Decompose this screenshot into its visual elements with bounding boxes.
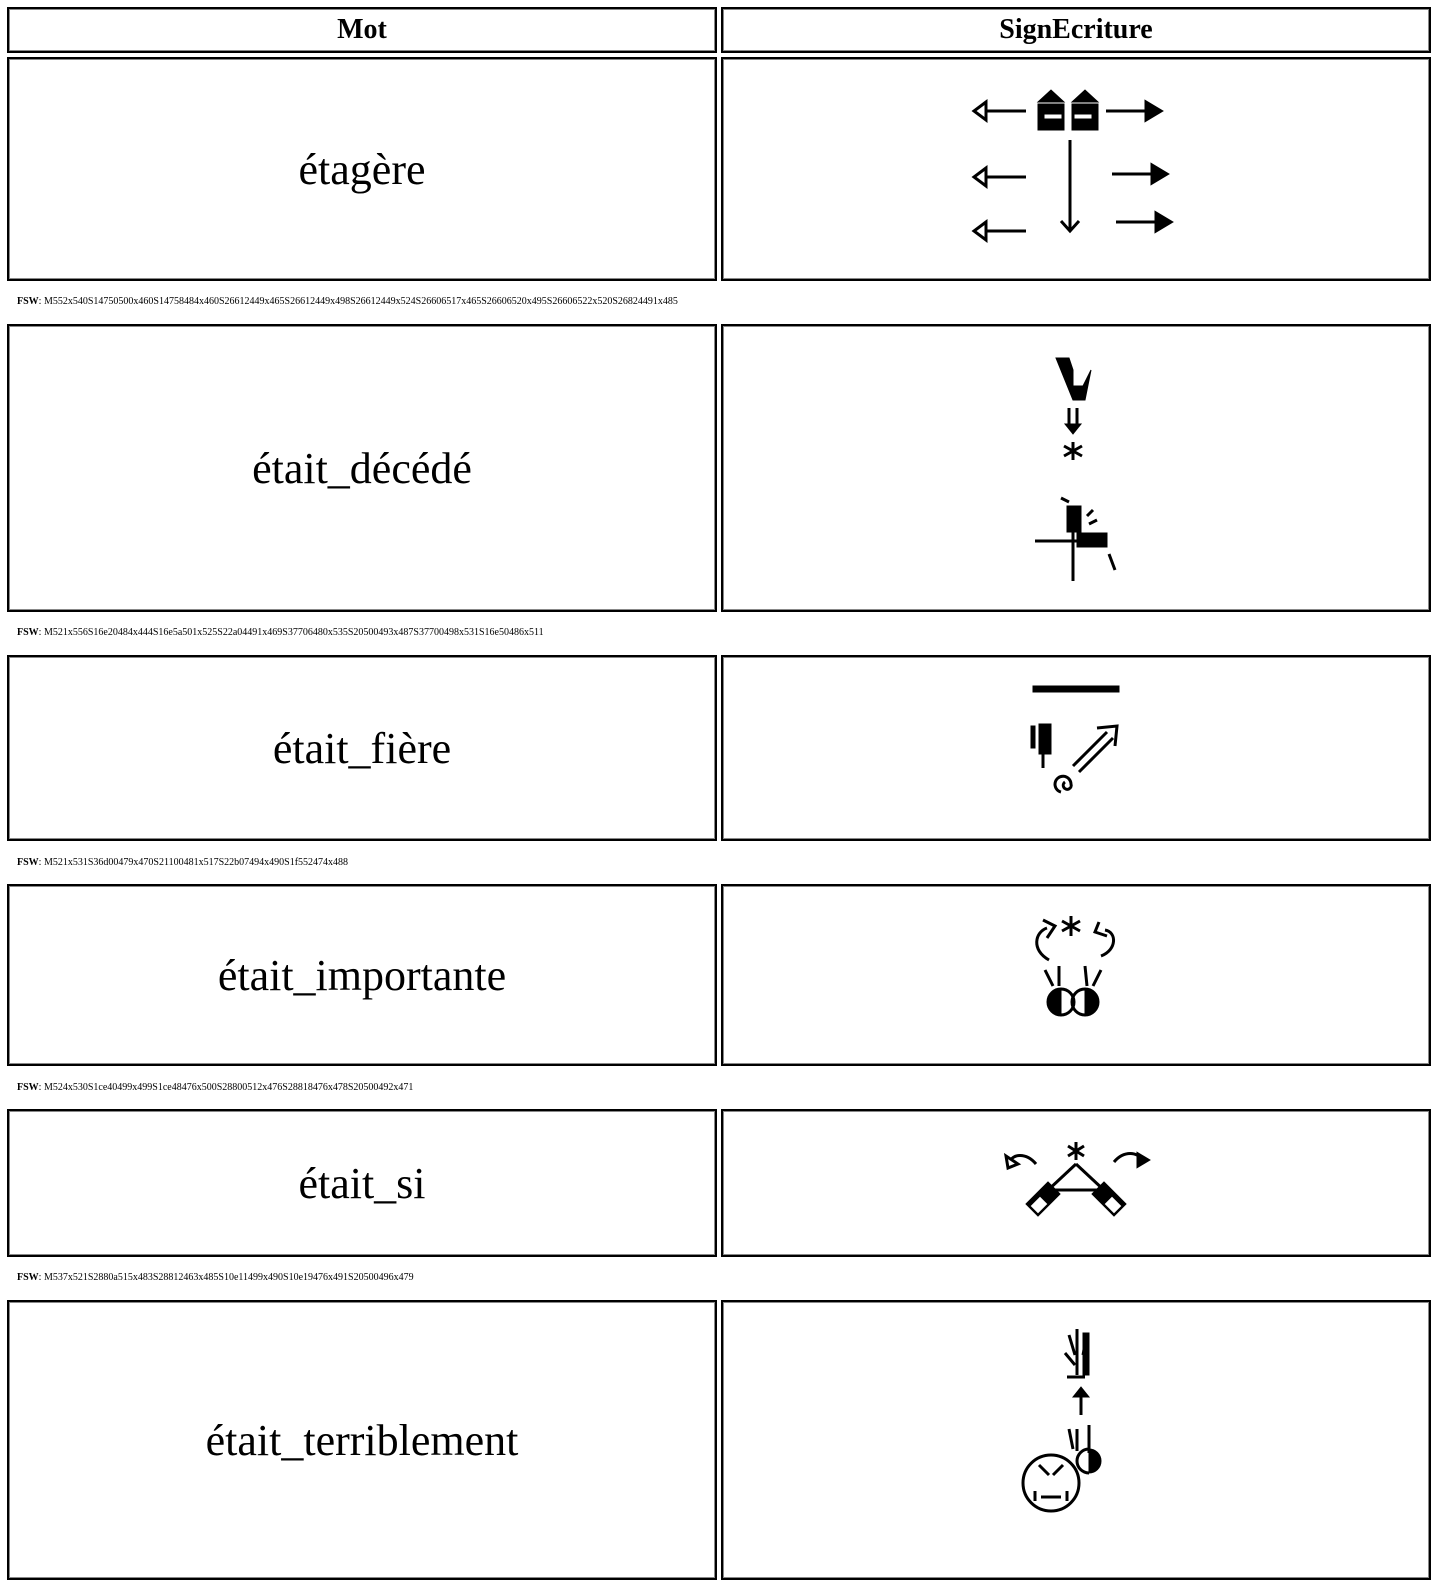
glyph-part — [1067, 408, 1079, 426]
glyph-part — [1042, 918, 1058, 939]
word-cell: était_fière — [7, 655, 717, 841]
glyph-part — [1067, 1428, 1075, 1450]
glyph-part — [1150, 162, 1170, 186]
word-cell: était_si — [7, 1109, 717, 1257]
glyph-part — [1061, 919, 1081, 933]
fsw-code: : M552x540S14750500x460S14758484x460S266… — [38, 296, 678, 307]
glyph-part — [1136, 1151, 1151, 1169]
sign-cell — [721, 324, 1431, 612]
glyph-part — [971, 99, 988, 123]
fsw-line: FSW: M552x540S14750500x460S14758484x460S… — [17, 296, 678, 307]
glyph-part — [1067, 1334, 1077, 1356]
glyph-part — [1021, 1453, 1081, 1513]
glyph-part — [1083, 965, 1089, 987]
glyph-part — [1029, 1195, 1049, 1215]
word: était_terriblement — [205, 1415, 519, 1465]
glyph-part — [1063, 442, 1083, 460]
fsw-code: : M521x556S16e20484x444S16e5a501x525S22a… — [38, 627, 544, 638]
sign-cell — [721, 1109, 1431, 1257]
fsw-line: FSW: M521x531S36d00479x470S21100481x517S… — [17, 857, 348, 868]
glyph-part — [1073, 113, 1093, 120]
word-cell: étagère — [7, 57, 717, 281]
glyph-part — [1053, 774, 1073, 794]
glyph-part — [1107, 553, 1117, 571]
glyph-part — [1053, 724, 1119, 794]
glyph-part — [1091, 969, 1103, 987]
sign-cell — [721, 57, 1431, 281]
glyph-part — [1055, 357, 1092, 401]
fsw-line: FSW: M521x556S16e20484x444S16e5a501x525S… — [17, 627, 544, 638]
glyph-part — [1103, 1195, 1123, 1215]
glyph-part — [1082, 1332, 1090, 1376]
sign-glyph — [1030, 685, 1120, 794]
sign-cell — [721, 655, 1431, 841]
glyph-part — [1063, 444, 1083, 458]
glyph-part — [1038, 723, 1052, 755]
word: était_importante — [217, 950, 507, 1000]
glyph-part — [1085, 508, 1095, 518]
glyph-part — [1043, 113, 1063, 120]
fsw-label: FSW — [17, 1272, 39, 1283]
glyph-part — [1060, 496, 1070, 504]
header-cell: Mot — [7, 7, 717, 53]
sign-cell — [721, 1300, 1431, 1580]
sign-glyph — [1003, 1142, 1151, 1217]
glyph-part — [1032, 685, 1120, 693]
glyph-part — [1035, 926, 1050, 962]
header-sign: SignEcriture — [999, 14, 1153, 45]
glyph-part — [1003, 1152, 1022, 1171]
fsw-code: : M521x531S36d00479x470S21100481x517S22b… — [38, 857, 349, 868]
word: était_fière — [272, 723, 452, 773]
fsw-label: FSW — [17, 1082, 39, 1093]
glyph-part — [971, 165, 988, 189]
glyph-part — [1071, 730, 1109, 768]
word: étagère — [298, 144, 426, 194]
fsw-line: FSW: M537x521S2880a515x483S28812463x485S… — [17, 1272, 414, 1283]
glyph-part — [1075, 1447, 1090, 1475]
glyph-part — [971, 99, 1174, 243]
sign-glyph — [1035, 916, 1115, 1017]
word-cell: était_terriblement — [7, 1300, 717, 1580]
glyph-part — [1037, 1463, 1051, 1477]
glyph-part — [1063, 423, 1083, 435]
fsw-code: : M524x530S1ce40499x499S1ce48476x500S288… — [38, 1082, 414, 1093]
glyph-part — [1047, 988, 1099, 1016]
glyph-part — [1077, 736, 1115, 774]
fsw-label: FSW — [17, 627, 39, 638]
glyph-part — [1063, 1352, 1077, 1366]
glyph-part — [1043, 969, 1055, 987]
fsw-line: FSW: M524x530S1ce40499x499S1ce48476x500S… — [17, 1082, 413, 1093]
glyph-part — [971, 219, 988, 243]
glyph-part — [1036, 89, 1100, 103]
header-word: Mot — [337, 14, 387, 45]
glyph-part — [1096, 724, 1119, 747]
glyph-part — [1144, 99, 1164, 123]
glyph-part — [1059, 219, 1081, 234]
glyph-part — [1067, 1144, 1085, 1158]
glyph-part — [1100, 928, 1115, 958]
glyph-part — [1088, 518, 1098, 526]
word-cell: était_importante — [7, 884, 717, 1066]
fsw-label: FSW — [17, 296, 39, 307]
glyph-part — [1154, 210, 1174, 234]
sign-cell — [721, 884, 1431, 1066]
fsw-code: : M537x521S2880a515x483S28812463x485S10e… — [38, 1272, 414, 1283]
glyph-part — [1030, 725, 1036, 749]
word-cell: était_décédé — [7, 324, 717, 612]
glyph-part — [1003, 1142, 1151, 1194]
sign-glyph — [971, 89, 1174, 243]
word: était_décédé — [252, 443, 472, 493]
glyph-part — [1088, 1448, 1102, 1474]
header-cell: SignEcriture — [721, 7, 1431, 53]
word: était_si — [298, 1158, 426, 1208]
glyph-part — [1071, 1386, 1091, 1398]
sign-glyph — [1035, 357, 1117, 581]
glyph-part — [1093, 921, 1108, 938]
glyph-part — [1035, 508, 1117, 581]
sign-glyph — [1021, 1329, 1102, 1513]
fsw-label: FSW — [17, 857, 39, 868]
glyph-part — [1051, 1463, 1065, 1477]
glyph-part — [1021, 1329, 1091, 1513]
